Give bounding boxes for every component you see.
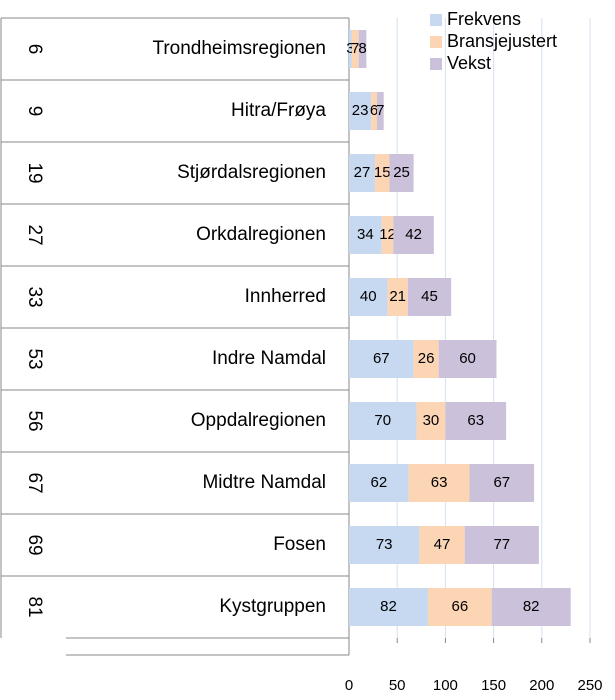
- data-label: 3: [346, 40, 354, 57]
- data-label: 40: [360, 288, 377, 305]
- bar-segment: [381, 216, 394, 254]
- data-label: 47: [434, 536, 451, 553]
- bar-segment: [358, 30, 367, 68]
- bar-segment: [491, 588, 571, 626]
- bar-segment: [408, 464, 470, 502]
- rank-label: 81: [24, 596, 45, 617]
- data-label: 27: [354, 164, 371, 181]
- category-label: Trondheimsregionen: [152, 38, 326, 59]
- bar-segment: [413, 340, 439, 378]
- bar-segment: [371, 92, 377, 130]
- rank-label: 53: [24, 348, 45, 369]
- bar-segment: [349, 30, 352, 68]
- data-label: 63: [431, 474, 448, 491]
- category-label: Stjørdalsregionen: [177, 162, 326, 183]
- category-label: Hitra/Frøya: [231, 100, 326, 121]
- rank-label: 67: [24, 472, 45, 493]
- legend-swatch: [430, 58, 442, 70]
- bar-segment: [349, 588, 429, 626]
- bar-segment: [349, 526, 420, 564]
- legend-swatch: [430, 36, 442, 48]
- data-label: 7: [376, 102, 384, 119]
- data-label: 66: [452, 598, 469, 615]
- bar-segment: [445, 402, 507, 440]
- data-label: 77: [493, 536, 510, 553]
- bar-segment: [416, 402, 446, 440]
- category-label: Midtre Namdal: [202, 472, 326, 493]
- data-label: 12: [379, 226, 396, 243]
- data-label: 67: [493, 474, 510, 491]
- category-label: Innherred: [245, 286, 326, 307]
- x-tick-label: 200: [529, 677, 554, 694]
- legend-label: Vekst: [447, 53, 491, 73]
- bar-segment: [349, 464, 409, 502]
- bar-segment: [438, 340, 497, 378]
- bar-segment: [389, 154, 414, 192]
- rank-label: 6: [24, 44, 45, 55]
- rank-label: 27: [24, 224, 45, 245]
- x-tick-label: 250: [577, 677, 602, 694]
- data-label: 45: [421, 288, 438, 305]
- bar-segment: [387, 278, 408, 316]
- data-label: 73: [376, 536, 393, 553]
- data-label: 15: [374, 164, 391, 181]
- rank-label: 9: [24, 106, 45, 117]
- x-tick-label: 100: [433, 677, 458, 694]
- category-label: Orkdalregionen: [196, 224, 326, 245]
- data-label: 82: [523, 598, 540, 615]
- legend-swatch: [430, 14, 442, 26]
- category-label: Indre Namdal: [212, 348, 326, 369]
- bar-segment: [349, 278, 388, 316]
- data-label: 21: [389, 288, 406, 305]
- data-label: 62: [371, 474, 388, 491]
- category-label: Kystgruppen: [219, 596, 326, 617]
- data-label: 63: [467, 412, 484, 429]
- data-label: 26: [418, 350, 435, 367]
- data-label: 7: [351, 40, 359, 57]
- bar-segment: [376, 92, 384, 130]
- rank-label: 69: [24, 534, 45, 555]
- bar-segment: [349, 216, 382, 254]
- bar-segment: [349, 154, 376, 192]
- rank-label: 19: [24, 162, 45, 183]
- data-label: 30: [423, 412, 440, 429]
- rank-label: 56: [24, 410, 45, 431]
- data-label: 8: [358, 40, 366, 57]
- data-label: 42: [405, 226, 422, 243]
- bar-segment: [419, 526, 465, 564]
- bar-segment: [393, 216, 434, 254]
- x-tick-label: 50: [389, 677, 406, 694]
- x-tick-label: 150: [481, 677, 506, 694]
- x-tick-label: 0: [345, 677, 353, 694]
- rank-label: 33: [24, 286, 45, 307]
- data-label: 70: [374, 412, 391, 429]
- bar-segment: [349, 340, 414, 378]
- bar-segment: [349, 92, 372, 130]
- category-label: Oppdalregionen: [191, 410, 326, 431]
- bar-segment: [464, 526, 539, 564]
- bar-segment: [407, 278, 452, 316]
- bar-segment: [469, 464, 535, 502]
- data-label: 60: [459, 350, 476, 367]
- category-label: Fosen: [273, 534, 326, 555]
- bar-segment: [351, 30, 359, 68]
- data-label: 34: [357, 226, 374, 243]
- data-label: 25: [393, 164, 410, 181]
- bar-segment: [375, 154, 390, 192]
- legend-label: Bransjejustert: [447, 31, 557, 51]
- legend-label: Frekvens: [447, 9, 521, 29]
- data-label: 67: [373, 350, 390, 367]
- bar-segment: [428, 588, 492, 626]
- data-label: 6: [370, 102, 378, 119]
- bar-segment: [349, 402, 417, 440]
- data-label: 23: [352, 102, 369, 119]
- data-label: 82: [380, 598, 397, 615]
